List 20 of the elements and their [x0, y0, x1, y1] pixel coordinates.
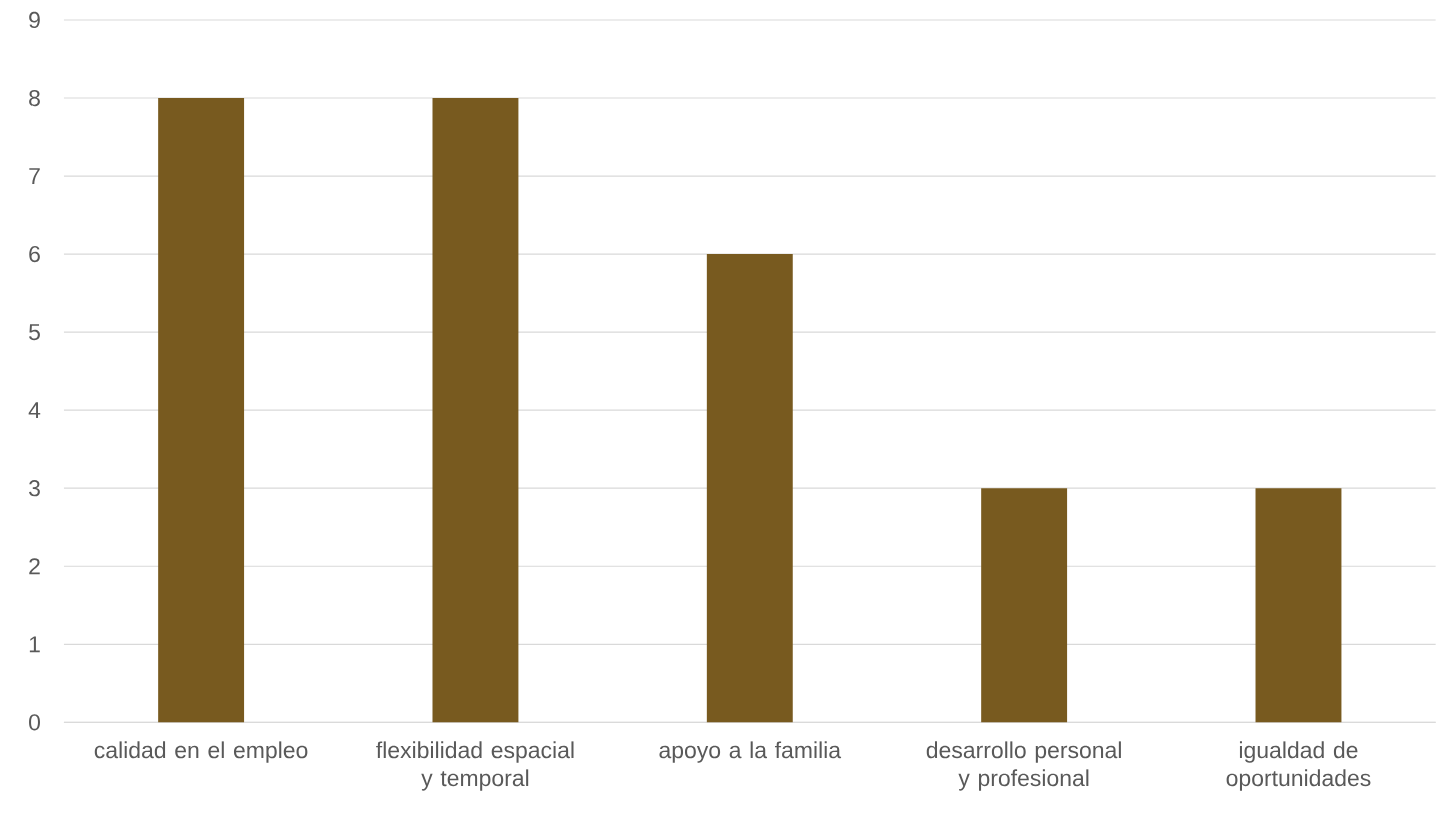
x-tick-label: flexibilidad espacial y temporal	[376, 741, 574, 791]
y-tick-label: 7	[29, 168, 40, 184]
bar	[981, 488, 1068, 723]
y-tick-label: 3	[29, 479, 40, 497]
y-tick-label: 2	[29, 558, 40, 575]
y-tick-label: 8	[29, 89, 40, 107]
y-tick-label: 9	[29, 11, 40, 28]
bar	[432, 97, 519, 723]
x-tick-label: calidad en el empleo	[94, 741, 308, 763]
x-tick-label: igualdad de oportunidades	[1226, 741, 1371, 791]
bar	[706, 253, 793, 723]
y-tick-label: 5	[29, 324, 40, 341]
y-tick-label: 0	[29, 714, 40, 731]
y-tick-label: 4	[28, 402, 41, 418]
y-tick-label: 1	[29, 636, 40, 653]
y-tick-label: 6	[29, 245, 40, 263]
bar	[1255, 488, 1342, 723]
x-tick-label: desarrollo personal y profesional	[926, 741, 1121, 791]
x-tick-label: apoyo a la familia	[659, 741, 842, 763]
bar	[158, 97, 245, 723]
